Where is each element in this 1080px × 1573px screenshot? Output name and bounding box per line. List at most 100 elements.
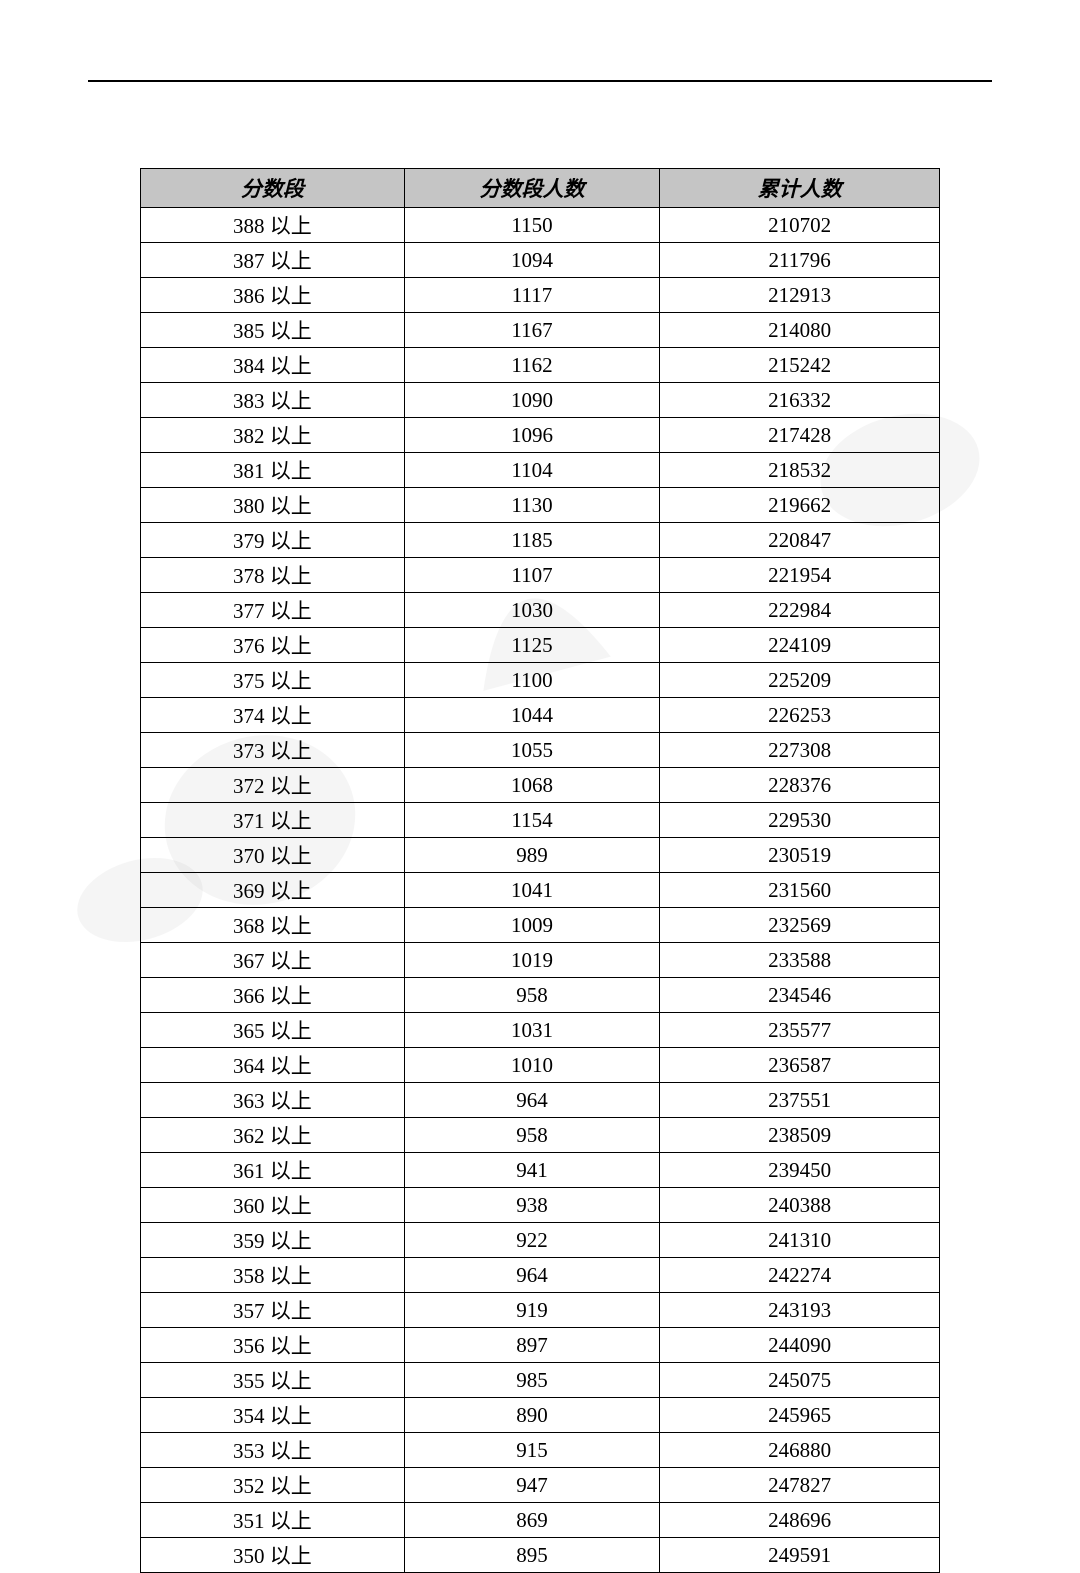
cell-cumulative: 224109 [660, 628, 940, 663]
cell-count: 1090 [404, 383, 660, 418]
cell-count: 915 [404, 1433, 660, 1468]
cell-score: 366 以上 [141, 978, 405, 1013]
cell-score: 353 以上 [141, 1433, 405, 1468]
cell-count: 964 [404, 1258, 660, 1293]
cell-cumulative: 215242 [660, 348, 940, 383]
cell-cumulative: 243193 [660, 1293, 940, 1328]
cell-cumulative: 232569 [660, 908, 940, 943]
table-row: 357 以上919243193 [141, 1293, 940, 1328]
cell-cumulative: 237551 [660, 1083, 940, 1118]
cell-count: 1094 [404, 243, 660, 278]
table-row: 351 以上869248696 [141, 1503, 940, 1538]
cell-cumulative: 240388 [660, 1188, 940, 1223]
cell-score: 386 以上 [141, 278, 405, 313]
cell-cumulative: 221954 [660, 558, 940, 593]
cell-score: 356 以上 [141, 1328, 405, 1363]
page-top-border [88, 80, 992, 82]
table-row: 350 以上895249591 [141, 1538, 940, 1573]
cell-score: 359 以上 [141, 1223, 405, 1258]
cell-count: 1162 [404, 348, 660, 383]
cell-count: 958 [404, 1118, 660, 1153]
table-body: 388 以上1150210702387 以上1094211796386 以上11… [141, 208, 940, 1573]
cell-count: 989 [404, 838, 660, 873]
table-row: 371 以上1154229530 [141, 803, 940, 838]
cell-count: 1130 [404, 488, 660, 523]
cell-cumulative: 238509 [660, 1118, 940, 1153]
cell-cumulative: 222984 [660, 593, 940, 628]
cell-score: 378 以上 [141, 558, 405, 593]
table-row: 362 以上958238509 [141, 1118, 940, 1153]
cell-count: 1107 [404, 558, 660, 593]
cell-cumulative: 234546 [660, 978, 940, 1013]
table-row: 355 以上985245075 [141, 1363, 940, 1398]
cell-cumulative: 239450 [660, 1153, 940, 1188]
cell-count: 1150 [404, 208, 660, 243]
cell-cumulative: 216332 [660, 383, 940, 418]
cell-score: 363 以上 [141, 1083, 405, 1118]
cell-score: 354 以上 [141, 1398, 405, 1433]
column-header-score: 分数段 [141, 169, 405, 208]
table-header-row: 分数段 分数段人数 累计人数 [141, 169, 940, 208]
score-table-container: 分数段 分数段人数 累计人数 388 以上1150210702387 以上109… [140, 168, 940, 1573]
table-row: 386 以上1117212913 [141, 278, 940, 313]
cell-cumulative: 241310 [660, 1223, 940, 1258]
cell-score: 360 以上 [141, 1188, 405, 1223]
cell-cumulative: 249591 [660, 1538, 940, 1573]
table-row: 363 以上964237551 [141, 1083, 940, 1118]
cell-score: 383 以上 [141, 383, 405, 418]
cell-score: 375 以上 [141, 663, 405, 698]
cell-cumulative: 247827 [660, 1468, 940, 1503]
cell-count: 890 [404, 1398, 660, 1433]
table-row: 375 以上1100225209 [141, 663, 940, 698]
score-distribution-table: 分数段 分数段人数 累计人数 388 以上1150210702387 以上109… [140, 168, 940, 1573]
cell-count: 919 [404, 1293, 660, 1328]
table-row: 373 以上1055227308 [141, 733, 940, 768]
table-row: 354 以上890245965 [141, 1398, 940, 1433]
table-row: 368 以上1009232569 [141, 908, 940, 943]
cell-cumulative: 248696 [660, 1503, 940, 1538]
table-row: 387 以上1094211796 [141, 243, 940, 278]
table-row: 382 以上1096217428 [141, 418, 940, 453]
cell-count: 895 [404, 1538, 660, 1573]
cell-count: 1117 [404, 278, 660, 313]
cell-score: 364 以上 [141, 1048, 405, 1083]
cell-score: 374 以上 [141, 698, 405, 733]
table-row: 378 以上1107221954 [141, 558, 940, 593]
cell-score: 351 以上 [141, 1503, 405, 1538]
cell-count: 958 [404, 978, 660, 1013]
table-row: 356 以上897244090 [141, 1328, 940, 1363]
cell-count: 1009 [404, 908, 660, 943]
cell-cumulative: 227308 [660, 733, 940, 768]
cell-score: 368 以上 [141, 908, 405, 943]
table-row: 367 以上1019233588 [141, 943, 940, 978]
cell-score: 380 以上 [141, 488, 405, 523]
cell-count: 1041 [404, 873, 660, 908]
cell-score: 384 以上 [141, 348, 405, 383]
cell-score: 388 以上 [141, 208, 405, 243]
cell-count: 1068 [404, 768, 660, 803]
table-row: 361 以上941239450 [141, 1153, 940, 1188]
column-header-count: 分数段人数 [404, 169, 660, 208]
cell-score: 361 以上 [141, 1153, 405, 1188]
table-row: 380 以上1130219662 [141, 488, 940, 523]
cell-cumulative: 236587 [660, 1048, 940, 1083]
cell-score: 355 以上 [141, 1363, 405, 1398]
cell-score: 362 以上 [141, 1118, 405, 1153]
cell-count: 1100 [404, 663, 660, 698]
cell-cumulative: 242274 [660, 1258, 940, 1293]
cell-count: 1019 [404, 943, 660, 978]
cell-count: 1010 [404, 1048, 660, 1083]
table-row: 377 以上1030222984 [141, 593, 940, 628]
cell-score: 369 以上 [141, 873, 405, 908]
table-row: 369 以上1041231560 [141, 873, 940, 908]
table-row: 370 以上989230519 [141, 838, 940, 873]
cell-cumulative: 211796 [660, 243, 940, 278]
cell-cumulative: 214080 [660, 313, 940, 348]
cell-count: 941 [404, 1153, 660, 1188]
cell-score: 371 以上 [141, 803, 405, 838]
cell-count: 1185 [404, 523, 660, 558]
cell-cumulative: 210702 [660, 208, 940, 243]
cell-score: 350 以上 [141, 1538, 405, 1573]
cell-cumulative: 229530 [660, 803, 940, 838]
cell-score: 352 以上 [141, 1468, 405, 1503]
